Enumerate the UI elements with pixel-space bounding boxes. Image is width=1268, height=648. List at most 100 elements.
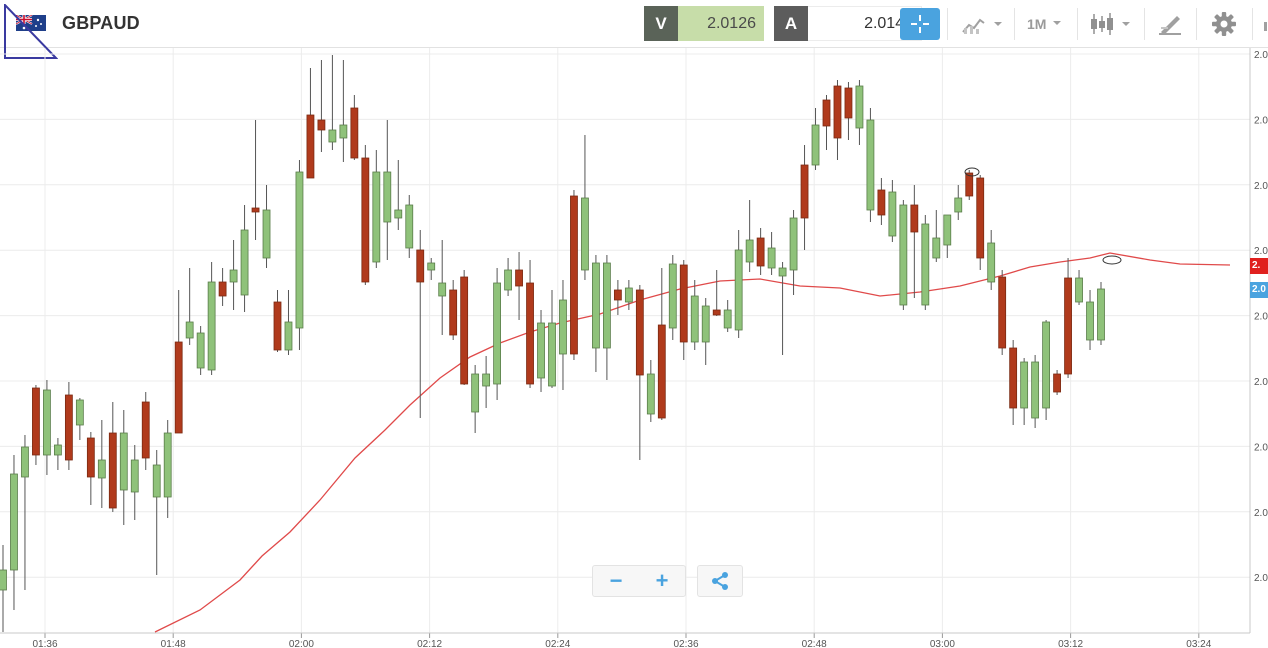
candle-body (526, 282, 534, 385)
candle-body (800, 164, 809, 219)
draw-tools-icon (1159, 16, 1181, 35)
time-tick-label: 01:36 (32, 639, 57, 648)
price-tick-label: 2.0 (1254, 508, 1268, 519)
candle-body (207, 281, 216, 371)
candle-body (284, 321, 293, 351)
candle-body (427, 262, 436, 271)
candle-body (328, 129, 337, 143)
candle-body (668, 263, 677, 329)
candle-body (218, 281, 227, 297)
candle-body (811, 124, 820, 166)
candle-body (679, 264, 688, 343)
candle-body (97, 459, 106, 479)
candle-body (635, 289, 644, 376)
sell-price-flag: 2. (1250, 258, 1268, 274)
crosshair-button[interactable] (900, 8, 940, 40)
candle-body (690, 295, 699, 343)
candle-body (613, 289, 622, 301)
candle-body (438, 282, 447, 297)
candle-body (778, 267, 787, 277)
candle-body (570, 195, 578, 355)
candle-body (86, 437, 95, 478)
price-axis: 2.0 2.0 2.0 2.0 2.0 2.0 2.0 2.0 2.0 (1249, 48, 1268, 633)
time-tick-label: 02:36 (673, 639, 698, 648)
indicators-button[interactable] (960, 8, 1008, 40)
price-tick-label: 2.0 (1254, 442, 1268, 453)
price-tick-label: 2.0 (1254, 312, 1268, 323)
timeframe-label: 1M (1027, 16, 1047, 32)
candle-body (394, 209, 403, 219)
candle-body (624, 287, 633, 303)
candle-body (339, 124, 348, 139)
buy-price-flag: 2.0 (1250, 282, 1268, 298)
zoom-in-button[interactable]: + (655, 568, 669, 593)
candle-body (196, 332, 205, 369)
candle-body (504, 269, 512, 291)
candle-body (471, 373, 480, 413)
candle-body (734, 249, 743, 331)
candle-body (899, 204, 908, 306)
sell-quote-button[interactable]: V 2.0126 (644, 6, 764, 41)
candle-body (581, 197, 589, 271)
time-tick-label: 01:48 (161, 639, 186, 648)
candle-body (416, 249, 425, 283)
candle-body (482, 373, 491, 387)
candle-body (932, 237, 941, 259)
toolbar-divider (1196, 8, 1197, 40)
candle-body (383, 171, 392, 223)
candle-body (1009, 347, 1018, 409)
candle-body (1075, 277, 1083, 303)
chart-toolbar: GBPAUD V 2.0126 A 2.0140 1M (0, 0, 1268, 59)
candle-body (1064, 277, 1072, 375)
more-icon[interactable] (1258, 14, 1268, 34)
chart-grid (0, 48, 1250, 633)
candle-body (306, 114, 315, 179)
price-tick-label: 2.0 (1254, 181, 1268, 192)
candle-body (756, 237, 765, 267)
candle-body (910, 204, 919, 233)
moving-average-line (154, 252, 1231, 633)
sell-price: 2.0126 (678, 6, 764, 41)
candle-body (1053, 373, 1061, 393)
candle-body (251, 207, 260, 213)
toolbar-divider (1014, 8, 1015, 40)
candle-body (130, 459, 139, 493)
timeframe-dropdown[interactable]: 1M (1027, 8, 1066, 40)
gear-icon (1212, 12, 1236, 36)
time-tick-label: 03:12 (1058, 639, 1083, 648)
candle-body (855, 85, 864, 129)
toolbar-divider (1252, 8, 1253, 40)
candle-body (1097, 288, 1105, 341)
candle-body (701, 305, 710, 343)
candle-body (833, 85, 842, 139)
price-tick-label: 2.0 (1254, 246, 1268, 257)
candle-body (449, 289, 458, 336)
candle-body (119, 432, 128, 491)
indicators-icon (962, 18, 1002, 34)
draw-tools-button[interactable] (1156, 8, 1184, 40)
toolbar-divider (947, 8, 948, 40)
candle-body (789, 217, 798, 271)
zoom-out-button[interactable]: − (609, 568, 623, 593)
share-button[interactable] (697, 565, 743, 597)
candle-body (460, 276, 469, 385)
time-tick-label: 03:24 (1186, 639, 1211, 648)
chart-type-dropdown[interactable] (1088, 8, 1136, 40)
candle-body (174, 341, 183, 434)
candle-body (43, 389, 51, 456)
candle-body (350, 107, 359, 159)
candle-body (921, 223, 930, 306)
candle-body (657, 324, 666, 419)
settings-button[interactable] (1210, 8, 1238, 40)
candle-body (822, 99, 831, 127)
candle-body (1086, 301, 1094, 341)
candle-body (32, 387, 40, 456)
candle-body (537, 322, 545, 379)
chevron-down-icon (1053, 21, 1062, 25)
candle-body (603, 262, 611, 349)
time-tick-label: 02:00 (289, 639, 314, 648)
price-chart[interactable]: 01:36 01:48 02:00 02:12 02:24 02:36 02:48 03:00… (0, 48, 1268, 648)
time-tick-label: 02:24 (545, 639, 570, 648)
candle-body (273, 301, 282, 351)
candle-body (888, 191, 897, 237)
